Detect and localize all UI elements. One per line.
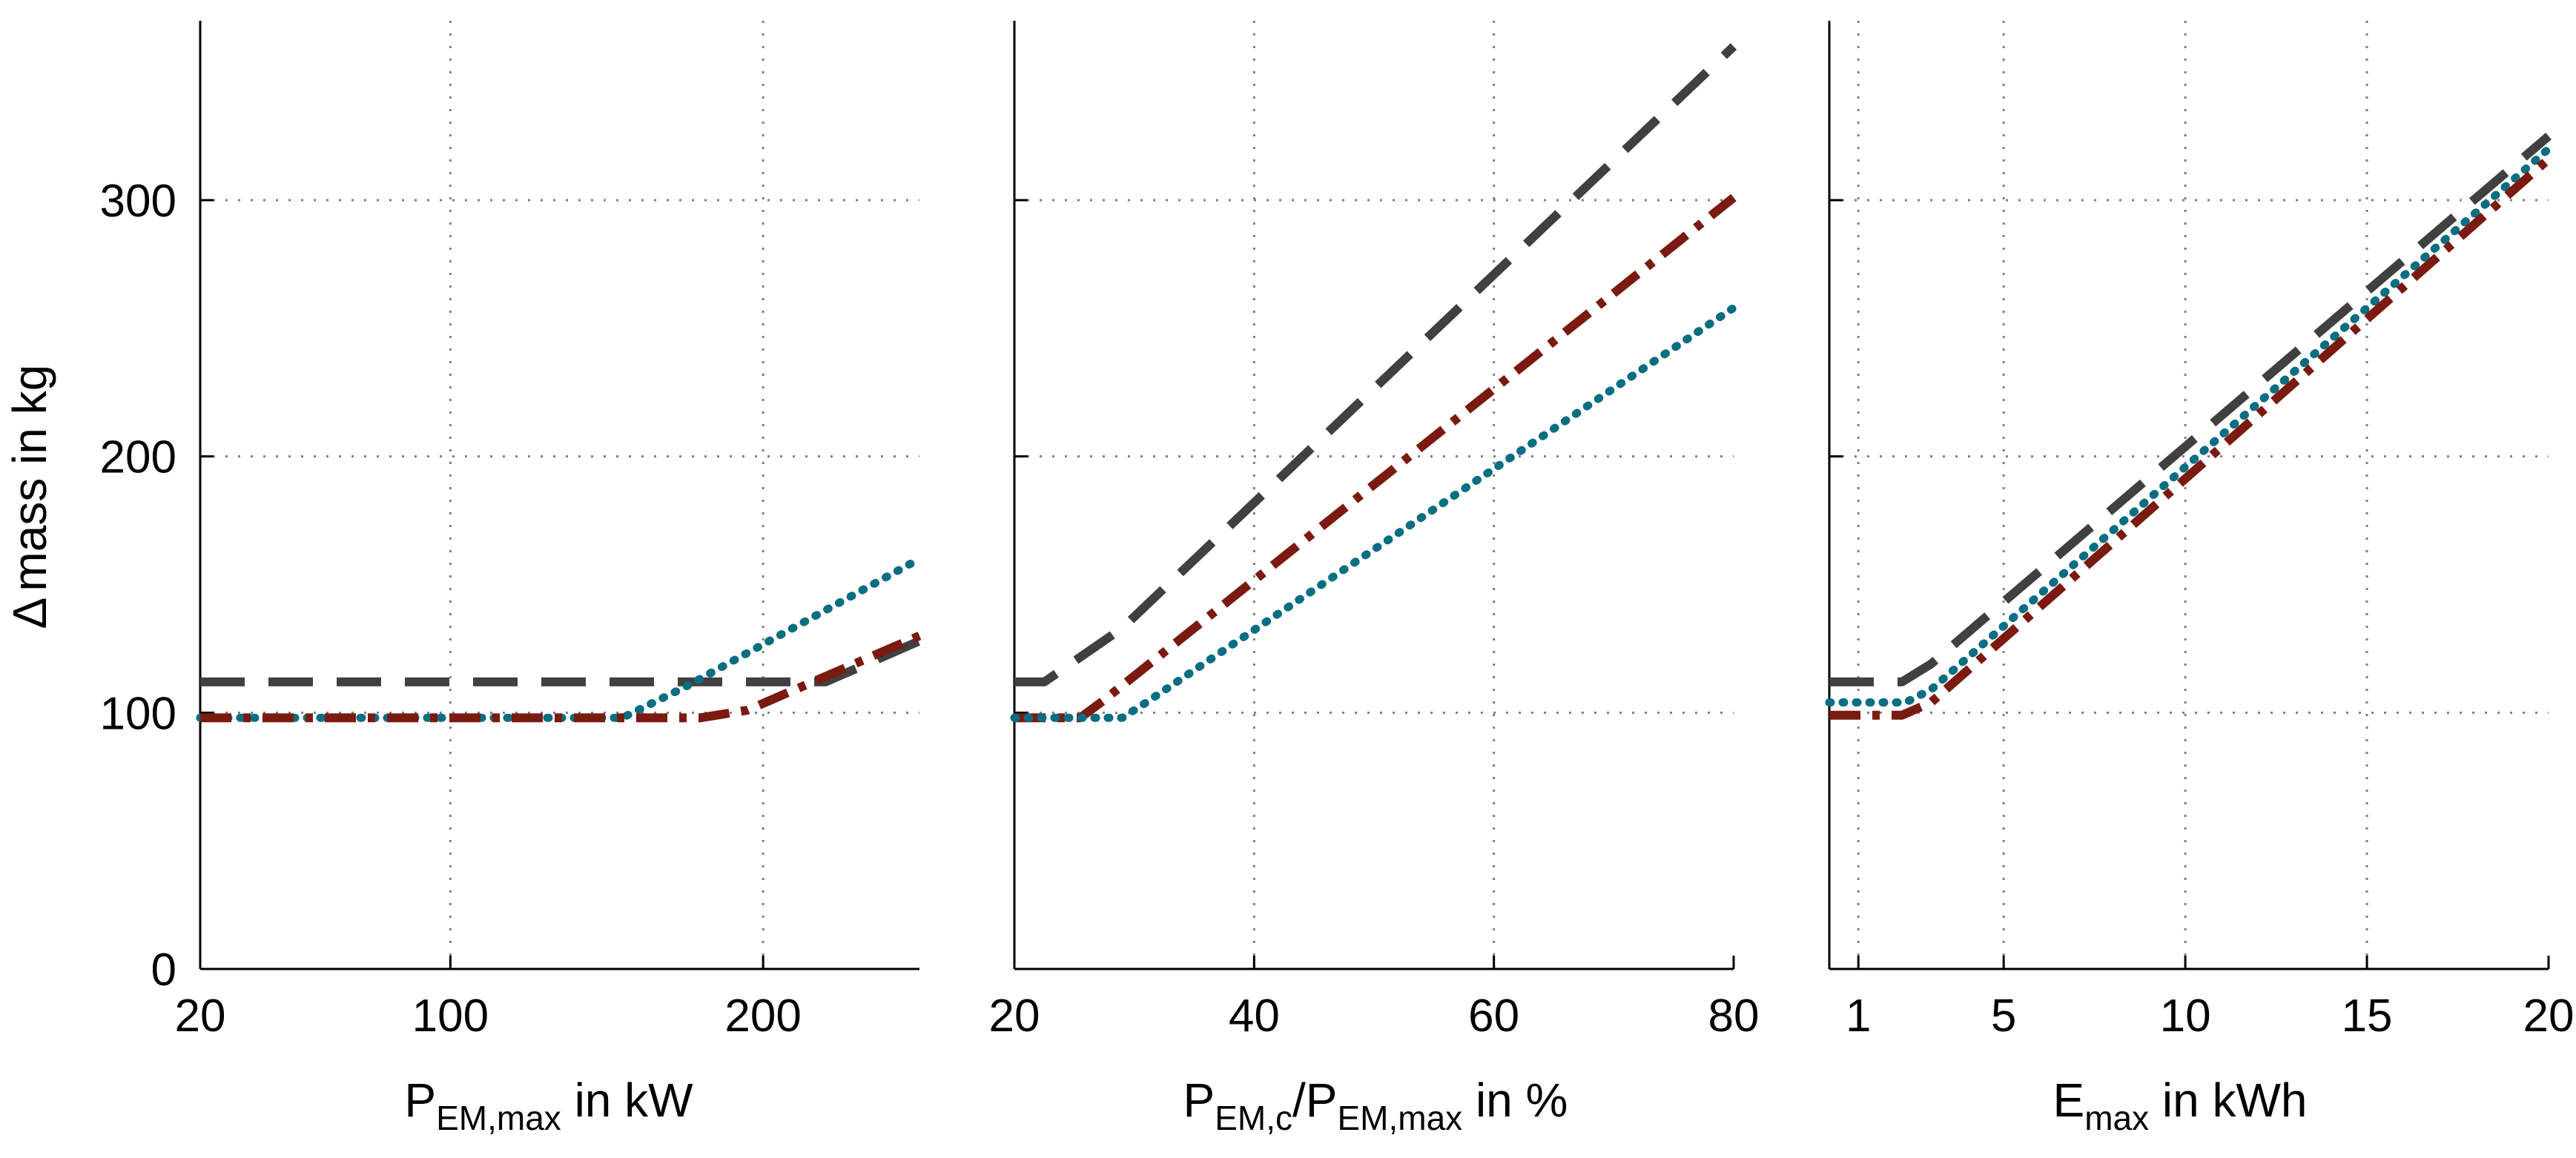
y-axis-label: Δmass in kg bbox=[3, 365, 56, 629]
x-tick-label: 60 bbox=[1468, 990, 1519, 1042]
y-tick-label: 0 bbox=[151, 944, 176, 996]
x-axis-label-sub: max bbox=[2084, 1099, 2149, 1137]
panel-power-ratio: 20 40 60 80 bbox=[989, 21, 1760, 1042]
series-line-series_a bbox=[1014, 43, 1737, 686]
x-tick-label: 20 bbox=[2523, 990, 2575, 1042]
x-axis-label-energy-max: Emax in kWh bbox=[2053, 1073, 2308, 1137]
x-tick-label: 20 bbox=[989, 990, 1040, 1042]
panel-power-max: 20 100 200 0 100 200 300 bbox=[100, 21, 924, 1042]
y-tick-label: 100 bbox=[100, 688, 176, 739]
x-tick-label: 20 bbox=[175, 990, 226, 1042]
series-line-series_c bbox=[1010, 303, 1738, 722]
series-line-series_a bbox=[200, 637, 922, 686]
x-axis-label-sub: EM,max bbox=[436, 1099, 561, 1137]
x-axis-label-rest: in % bbox=[1462, 1073, 1568, 1127]
x-axis-label-mid: /P bbox=[1292, 1073, 1337, 1127]
series-line-series_c bbox=[1825, 145, 2553, 707]
x-tick-label: 40 bbox=[1229, 990, 1280, 1042]
x-axis-label-rest: in kWh bbox=[2149, 1073, 2307, 1127]
y-tick-label: 200 bbox=[100, 432, 176, 483]
x-axis-label-rest: in kW bbox=[561, 1073, 693, 1127]
x-axis-label-power-max: PEM,max in kW bbox=[404, 1073, 693, 1137]
x-tick-label: 10 bbox=[2160, 990, 2211, 1042]
x-axis-label-sub: EM,max bbox=[1337, 1099, 1462, 1137]
y-axis-label-symbol: Δ bbox=[3, 598, 56, 629]
series-line-series_b bbox=[1014, 193, 1737, 723]
series-line-series_c bbox=[196, 555, 924, 722]
x-tick-label: 15 bbox=[2342, 990, 2393, 1042]
x-axis-label-power-ratio: PEM,c/PEM,max in % bbox=[1183, 1073, 1568, 1137]
x-tick-label: 100 bbox=[412, 990, 489, 1042]
y-tick-label: 300 bbox=[100, 176, 176, 227]
x-tick-label: 5 bbox=[1991, 990, 2016, 1042]
series-line-series_b bbox=[1829, 156, 2552, 720]
x-axis-label-main: P bbox=[404, 1073, 436, 1127]
x-axis-label-sub: EM,c bbox=[1215, 1099, 1292, 1137]
x-axis-label-main: P bbox=[1183, 1073, 1215, 1127]
x-axis-label-main: E bbox=[2053, 1073, 2085, 1127]
y-axis-label-text: mass in kg bbox=[3, 365, 56, 592]
series-line-series_a bbox=[1829, 133, 2552, 686]
x-tick-label: 1 bbox=[1846, 990, 1871, 1042]
x-tick-label: 200 bbox=[724, 990, 801, 1042]
x-tick-label: 80 bbox=[1708, 990, 1760, 1042]
panel-energy-max: 1 5 10 15 20 bbox=[1825, 21, 2575, 1042]
series-line-series_b bbox=[200, 632, 922, 723]
